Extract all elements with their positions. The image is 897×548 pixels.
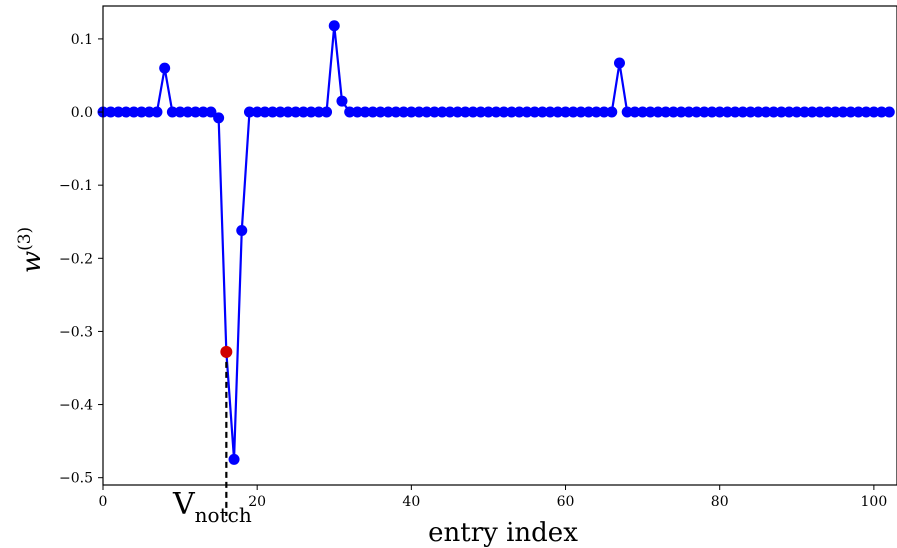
data-point	[606, 107, 617, 118]
y-tick-label: 0.1	[71, 32, 93, 48]
data-point	[336, 96, 347, 107]
v-notch-main: V	[172, 487, 196, 522]
y-tick-label: −0.2	[59, 251, 93, 267]
x-tick-label: 60	[557, 494, 575, 510]
y-axis-label-main: w	[17, 251, 47, 273]
v-notch-sub: notch	[195, 503, 252, 527]
highlight-point	[220, 346, 232, 358]
x-tick-label: 40	[402, 494, 420, 510]
y-tick-label: −0.4	[59, 398, 93, 414]
x-axis-label: entry index	[428, 518, 578, 548]
data-point	[884, 107, 895, 118]
data-point	[614, 58, 625, 69]
y-axis-label-sup: (3)	[15, 227, 35, 251]
y-tick-label: −0.5	[59, 471, 93, 487]
y-tick-label: 0.0	[71, 105, 93, 121]
y-tick-label: −0.1	[59, 178, 93, 194]
highlight-layer	[220, 346, 232, 516]
v-notch-annotation: Vnotch	[172, 487, 252, 527]
series-line	[103, 26, 889, 460]
y-tick-label: −0.3	[59, 324, 93, 340]
data-point	[229, 454, 240, 465]
data-point	[329, 20, 340, 31]
x-tick-label: 0	[99, 494, 108, 510]
data-point	[321, 107, 332, 118]
data-point	[151, 107, 162, 118]
data-point	[213, 112, 224, 123]
x-tick-label: 80	[711, 494, 729, 510]
data-point	[159, 63, 170, 74]
data-point	[236, 225, 247, 236]
x-tick-label: 100	[861, 494, 888, 510]
y-axis-label: w(3)	[15, 227, 47, 273]
series-layer	[98, 20, 895, 465]
y-axis: 0.1 0.0 −0.1 −0.2 −0.3 −0.4 −0.5	[59, 32, 103, 487]
